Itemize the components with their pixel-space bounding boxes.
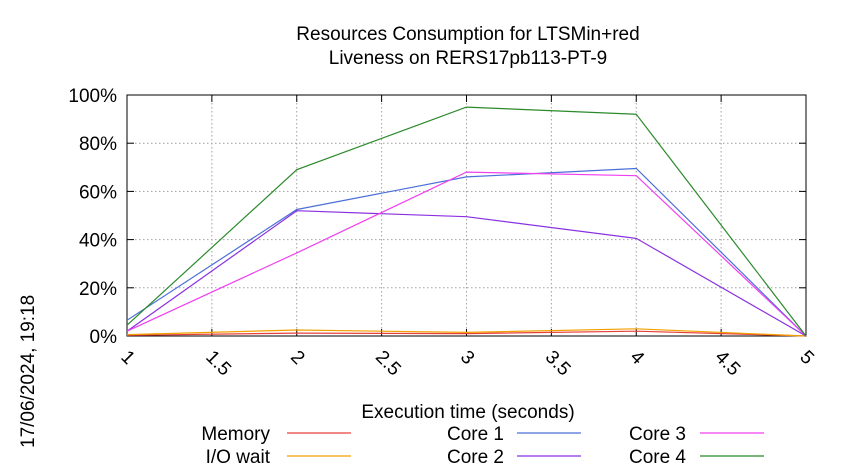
x-tick-label: 3 (456, 347, 478, 369)
y-tick-label: 40% (79, 231, 117, 252)
legend-label: Core 3 (629, 424, 686, 445)
y-tick-label: 100% (68, 86, 117, 107)
chart-title-line-2: Liveness on RERS17pb113-PT-9 (329, 48, 607, 69)
side-timestamp: 17/06/2024, 19:18 (18, 295, 39, 448)
series-line-memory (126, 330, 807, 337)
series-line-core-1 (126, 167, 807, 337)
x-axis-ticks: 1 1.5 2 2.5 3 3.5 4 4.5 5 (116, 95, 818, 381)
grid-lines (127, 95, 806, 336)
x-tick-label: 3.5 (541, 347, 575, 381)
y-tick-label: 60% (79, 182, 117, 203)
series-lines (126, 106, 807, 337)
y-tick-label: 80% (79, 134, 117, 155)
y-tick-label: 0% (90, 327, 118, 348)
y-axis-ticks: 0% 20% 40% 60% 80% 100% (68, 86, 806, 348)
y-tick-label: 20% (79, 279, 117, 300)
legend-label: Core 4 (629, 447, 686, 468)
x-tick-label: 1.5 (201, 347, 235, 381)
chart-title-line-1: Resources Consumption for LTSMin+red (296, 24, 639, 45)
legend-label: I/O wait (206, 447, 271, 468)
series-line-core-4 (126, 106, 807, 337)
x-axis-label: Execution time (seconds) (361, 402, 574, 423)
x-tick-label: 4 (626, 347, 649, 370)
x-tick-label: 4.5 (711, 347, 745, 381)
x-tick-label: 2 (286, 347, 308, 369)
series-line-core-2 (126, 210, 807, 337)
legend-label: Core 1 (447, 424, 504, 445)
series-line-core-3 (126, 171, 807, 337)
series-line-i-o-wait (126, 328, 807, 337)
x-tick-label: 1 (116, 347, 138, 369)
legend-label: Core 2 (447, 447, 504, 468)
legend-label: Memory (201, 424, 270, 445)
x-tick-label: 5 (795, 347, 817, 369)
x-tick-label: 2.5 (371, 347, 405, 381)
